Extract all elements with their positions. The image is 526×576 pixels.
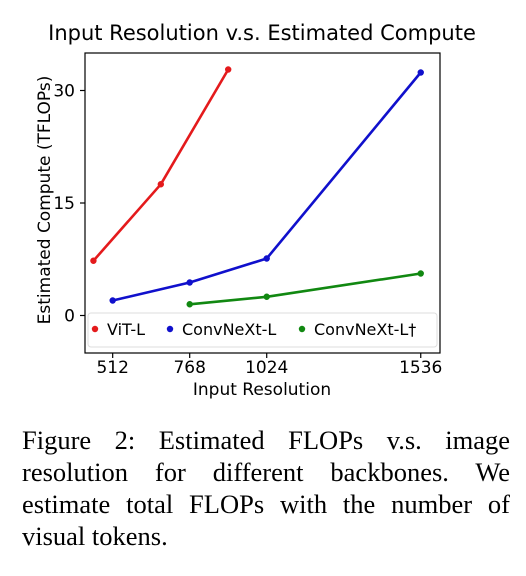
legend-label-convnext-l: ConvNeXt-L† (314, 320, 416, 339)
data-point-convnext-l (186, 279, 193, 286)
y-axis-label: Estimated Compute (TFLOPs) (35, 76, 55, 325)
chart-title: Input Resolution v.s. Estimated Compute (48, 21, 476, 45)
series-layer (90, 66, 424, 308)
x-tick-label: 768 (173, 358, 205, 378)
figure-caption: Figure 2: Estimated FLOPs v.s. image res… (22, 425, 510, 551)
x-tick-label: 1536 (399, 358, 442, 378)
x-tick-label: 512 (96, 358, 128, 378)
y-tick-label: 0 (64, 307, 75, 327)
data-point-convnext-l (417, 270, 424, 277)
x-tick-label: 1024 (245, 358, 288, 378)
data-point-convnext-l (263, 293, 270, 300)
series-line-convnext-l (189, 272, 421, 306)
legend-marker-convnext-l (298, 325, 306, 333)
legend-label-convnext-l: ConvNeXt-L (182, 320, 276, 339)
data-point-vit-l (225, 66, 232, 73)
data-point-convnext-l (263, 255, 270, 262)
plot-frame (84, 52, 441, 354)
data-point-vit-l (90, 257, 97, 264)
series-line-convnext-l (112, 71, 422, 302)
y-ticks: 0 15 30 (53, 82, 85, 327)
x-ticks: 512 768 1024 1536 (96, 353, 442, 378)
legend: ViT-L ConvNeXt-L ConvNeXt-L† (87, 312, 438, 348)
legend-marker-vit-l (91, 325, 99, 333)
x-axis-label: Input Resolution (193, 380, 331, 400)
data-point-convnext-l (186, 301, 193, 308)
chart: Input Resolution v.s. Estimated Compute … (35, 21, 476, 400)
legend-box (87, 312, 438, 348)
data-point-convnext-l (417, 69, 424, 76)
series-line-vit-l (92, 68, 230, 262)
data-point-vit-l (157, 181, 165, 188)
data-point-convnext-l (109, 297, 116, 304)
legend-label-vit-l: ViT-L (107, 320, 145, 339)
y-tick-label: 15 (53, 194, 75, 214)
legend-marker-convnext-l (166, 325, 174, 333)
y-tick-label: 30 (53, 82, 75, 102)
